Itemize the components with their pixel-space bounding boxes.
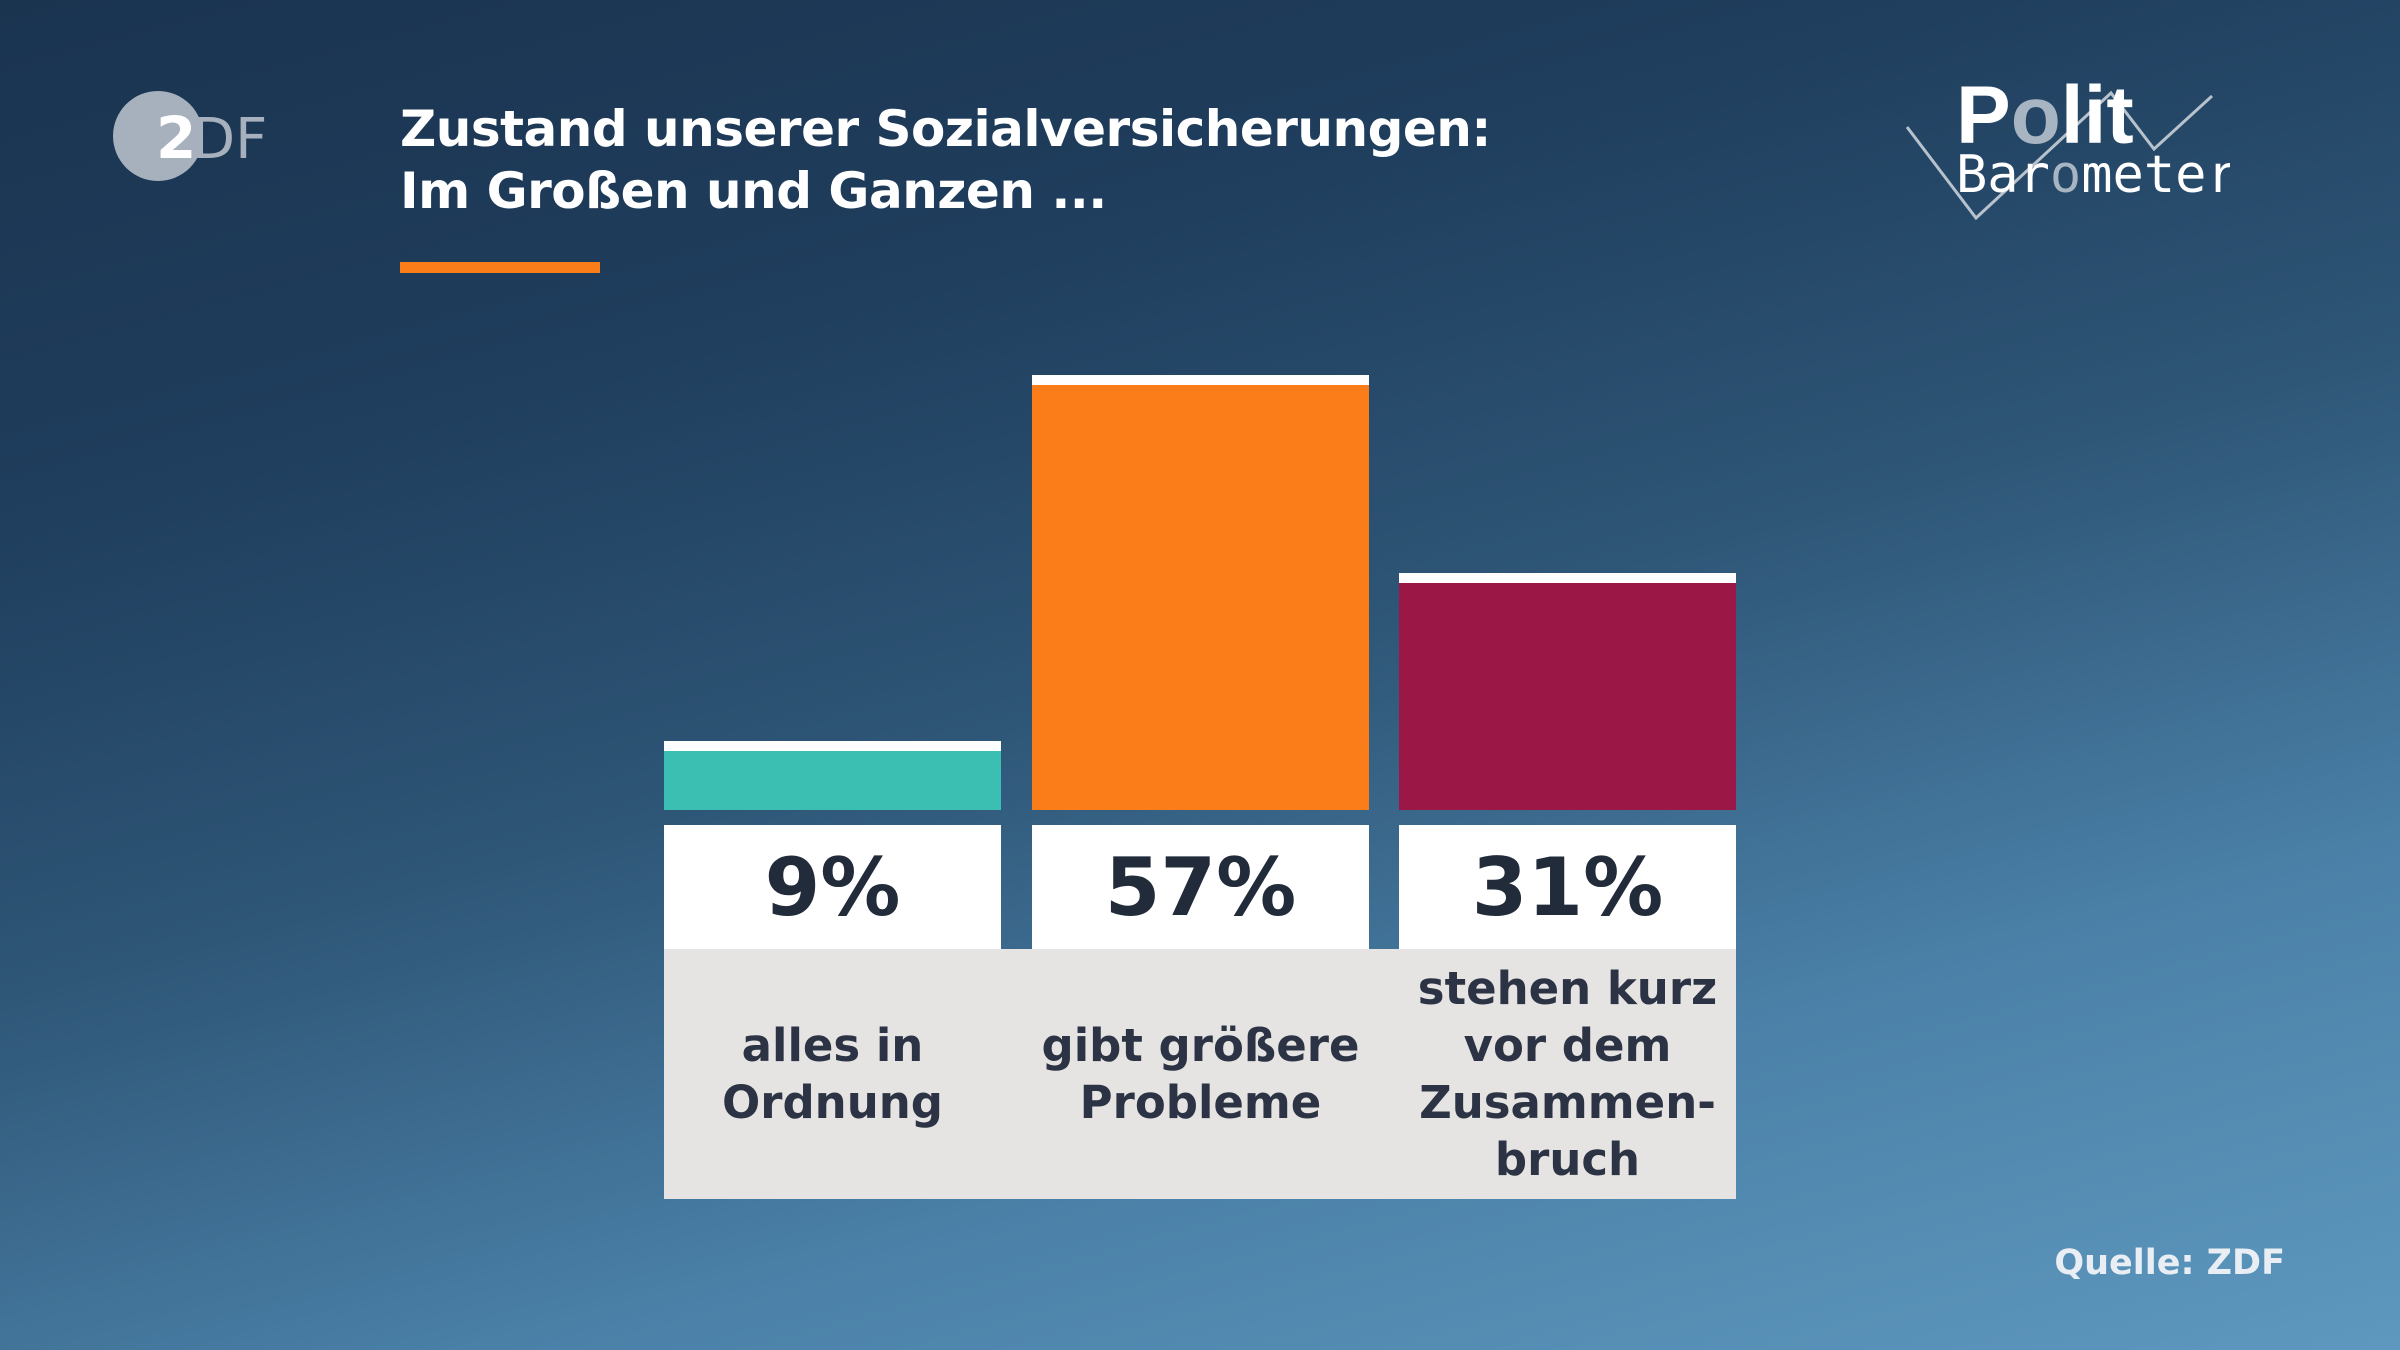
svg-text:2: 2	[156, 104, 196, 172]
category-label-line: Probleme	[1079, 1076, 1322, 1129]
category-label-line: bruch	[1494, 1133, 1641, 1186]
svg-text:DF: DF	[192, 107, 267, 172]
category-label-line: stehen kurz	[1417, 962, 1718, 1015]
zdf-logo: 2 DF	[113, 91, 267, 181]
bar-top-highlight	[1032, 375, 1369, 385]
category-label-2: stehen kurz vor dem Zusammen-bruch	[1399, 949, 1736, 1199]
category-label-0: alles in Ordnung	[664, 949, 1001, 1199]
politbarometer-logo: Polit Barometer	[1905, 78, 2230, 221]
category-label-panel	[664, 949, 1736, 1199]
category-label-line: alles in	[741, 1019, 924, 1072]
value-label-2: 31%	[1399, 825, 1736, 949]
title-line-2: Im Großen und Ganzen ...	[400, 162, 1107, 220]
category-label-line: Ordnung	[722, 1076, 943, 1129]
category-label-line: Zusammen-	[1419, 1076, 1716, 1129]
title-line-1: Zustand unserer Sozialversicherungen:	[400, 100, 1491, 158]
chart-title: Zustand unserer Sozialversicherungen: Im…	[400, 98, 1491, 222]
bar-2	[1399, 573, 1736, 810]
value-label-0: 9%	[664, 825, 1001, 949]
bar-top-highlight	[664, 741, 1001, 752]
svg-text:Polit: Polit	[1956, 78, 2134, 161]
bar-top-highlight	[1399, 573, 1736, 584]
title-accent-underline	[400, 262, 600, 273]
category-label-line: gibt größere	[1041, 1019, 1360, 1072]
bar-1	[1032, 375, 1369, 810]
category-label-line: vor dem	[1463, 1019, 1672, 1072]
category-label-1: gibt größere Probleme	[1032, 949, 1369, 1199]
value-label-1: 57%	[1032, 825, 1369, 949]
svg-text:Barometer: Barometer	[1956, 145, 2230, 205]
bar-0	[664, 741, 1001, 810]
source-note: Quelle: ZDF	[2054, 1243, 2285, 1283]
